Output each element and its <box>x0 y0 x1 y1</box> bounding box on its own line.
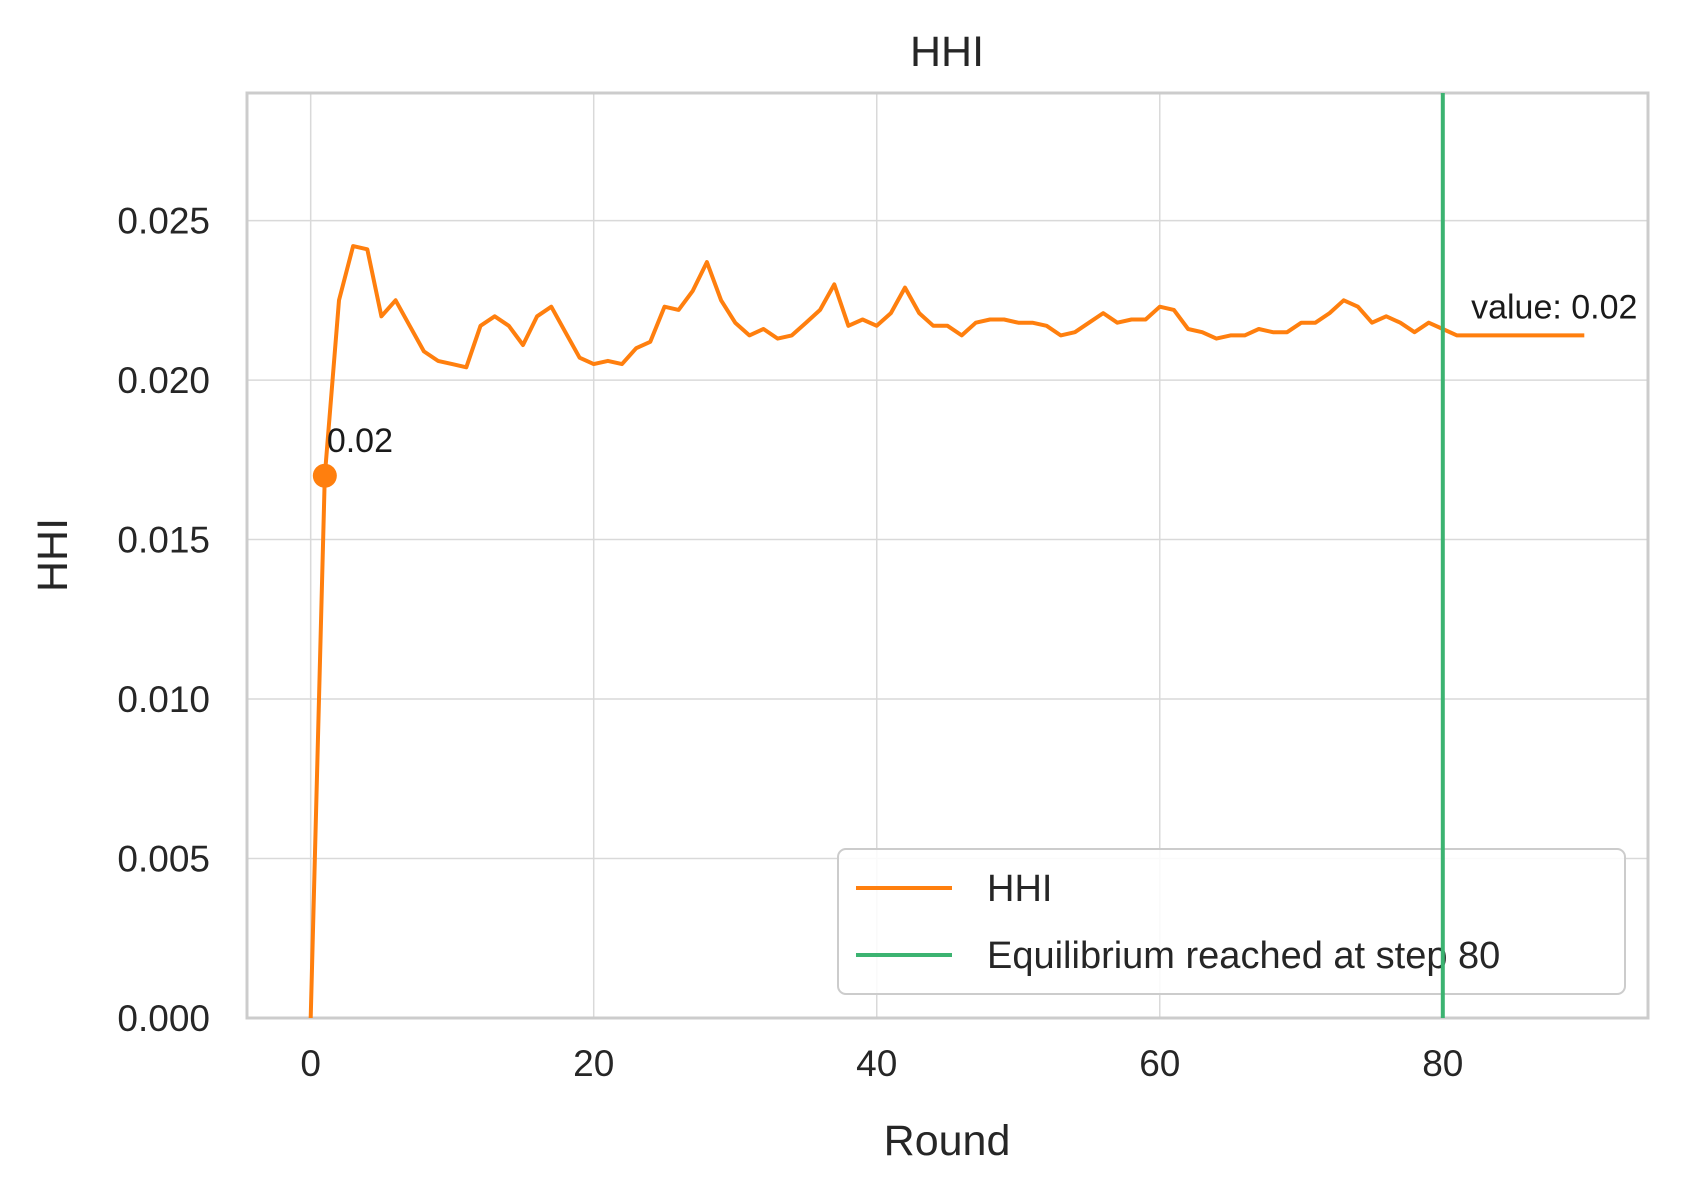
y-tick-label: 0.025 <box>117 201 210 242</box>
equilibrium-value-label: value: 0.02 <box>1471 289 1637 327</box>
legend-label-equilibrium: Equilibrium reached at step 80 <box>987 935 1500 977</box>
y-axis-label: HHI <box>29 518 77 592</box>
x-tick-label: 60 <box>1139 1043 1180 1084</box>
hhi-series-line <box>308 244 1585 1019</box>
x-tick-label: 80 <box>1422 1043 1463 1084</box>
annotations: 0.02 value: 0.02 <box>312 289 1637 488</box>
plot-frame <box>245 91 1650 1020</box>
x-tick-label: 0 <box>300 1043 321 1084</box>
ticks: 0 20 40 60 80 0.000 0.005 0.010 0.015 0.020 0.025 <box>117 201 1463 1084</box>
x-tick-label: 20 <box>573 1043 614 1084</box>
chart-title: HHI <box>910 28 984 76</box>
legend: HHI Equilibrium reached at step 80 <box>837 848 1626 995</box>
legend-box <box>837 848 1626 995</box>
start-point-label: 0.02 <box>327 422 393 460</box>
series-layer <box>308 93 1585 1019</box>
y-tick-label: 0.000 <box>117 998 210 1039</box>
x-axis-label: Round <box>884 1117 1011 1165</box>
y-tick-label: 0.005 <box>117 839 210 880</box>
legend-label-hhi: HHI <box>987 868 1052 910</box>
start-point-marker <box>312 463 337 488</box>
y-tick-label: 0.015 <box>117 520 210 561</box>
y-tick-label: 0.020 <box>117 360 210 401</box>
y-tick-label: 0.010 <box>117 679 210 720</box>
x-tick-label: 40 <box>856 1043 897 1084</box>
